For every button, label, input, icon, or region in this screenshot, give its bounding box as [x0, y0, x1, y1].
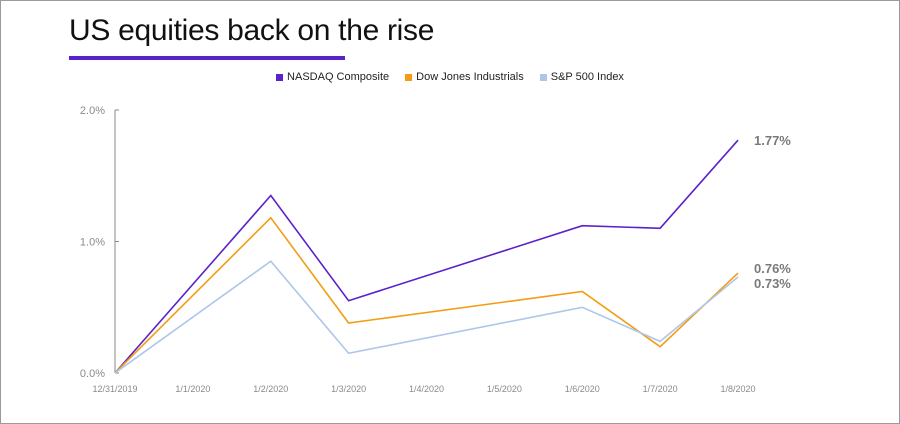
series-lines [114, 139, 739, 374]
legend-swatch-sp500 [539, 73, 547, 81]
y-tick-label: 0.0% [80, 368, 105, 380]
legend-swatch-nasdaq [276, 73, 284, 81]
legend-label-nasdaq: NASDAQ Composite [287, 71, 390, 83]
title-underline [69, 56, 345, 60]
legend-item-sp500: S&P 500 Index [539, 71, 624, 83]
x-tick-label: 12/31/2019 [92, 384, 137, 394]
legend-item-dow: Dow Jones Industrials [405, 71, 524, 83]
x-tick-label: 1/1/2020 [175, 384, 210, 394]
x-tick-label: 1/7/2020 [643, 384, 678, 394]
x-tick-label: 1/4/2020 [409, 384, 444, 394]
x-tick-label: 1/2/2020 [253, 384, 288, 394]
series-line-dow [114, 216, 739, 374]
x-tick-label: 1/8/2020 [720, 384, 755, 394]
end-label-sp500: 0.73% [754, 276, 791, 291]
y-tick-label: 1.0% [80, 237, 105, 249]
y-tick-label: 2.0% [80, 105, 105, 117]
x-tick-label: 1/6/2020 [565, 384, 600, 394]
legend-label-dow: Dow Jones Industrials [416, 71, 524, 83]
end-labels: 1.77% 0.76%0.73% [754, 133, 791, 291]
chart-title: US equities back on the rise [69, 14, 435, 47]
x-tick-label: 1/5/2020 [487, 384, 522, 394]
legend: NASDAQ Composite Dow Jones Industrials S… [0, 71, 900, 83]
series-line-sp500 [114, 260, 739, 374]
axes: 0.0% 1.0% 2.0% 12/31/2019 1/1/2020 1/2/2020 1/… [80, 105, 756, 394]
end-label-nasdaq: 1.77% [754, 133, 791, 148]
end-label-dow: 0.76% [754, 261, 791, 276]
legend-item-nasdaq: NASDAQ Composite [276, 71, 389, 83]
legend-swatch-dow [405, 73, 413, 81]
x-tick-label: 1/3/2020 [331, 384, 366, 394]
series-line-nasdaq [114, 139, 739, 374]
legend-label-sp500: S&P 500 Index [550, 71, 624, 83]
